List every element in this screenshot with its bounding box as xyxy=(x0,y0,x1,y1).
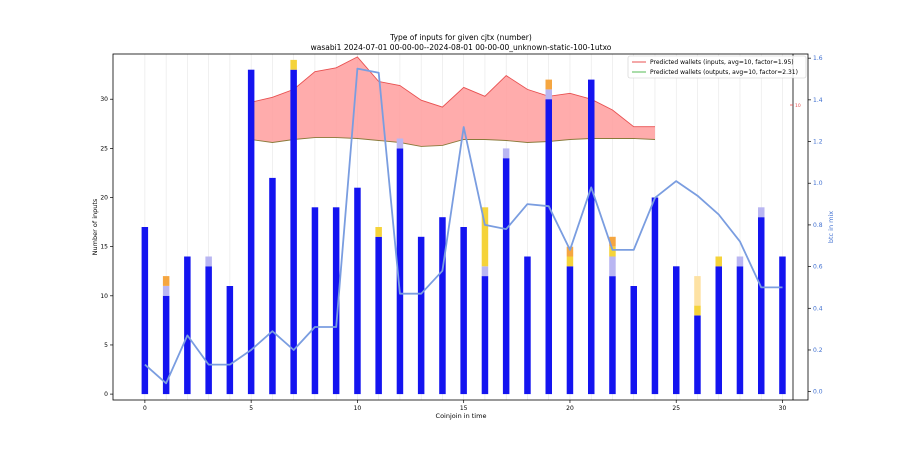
bar-base xyxy=(332,207,340,395)
y2-axis-label: btc in mix xyxy=(827,211,835,243)
y2-tick-label: 1.4 xyxy=(813,97,823,104)
x-tick-label: 0 xyxy=(143,405,147,412)
bar-base xyxy=(460,227,467,395)
bar-layer4 xyxy=(566,246,574,257)
bar-layer2 xyxy=(736,256,744,267)
legend-label-outputs: Predicted wallets (outputs, avg=10, fact… xyxy=(650,69,798,76)
bar-layer3 xyxy=(694,305,701,316)
y2-tick-label: 0.8 xyxy=(813,222,823,229)
plot-frame xyxy=(112,53,809,401)
band-lower-line xyxy=(251,137,656,147)
bar-base xyxy=(375,236,382,395)
chart-title: Type of inputs for given cjtx (number) xyxy=(389,33,532,42)
bar-base xyxy=(694,315,701,395)
x-axis-ticks: 0 5 10 15 20 25 30 xyxy=(143,400,787,412)
bar-base xyxy=(502,158,510,395)
y2-tick-label: 1.6 xyxy=(813,55,823,62)
bar-layer2 xyxy=(758,207,765,218)
bar-base xyxy=(736,266,744,395)
bar-base xyxy=(673,266,680,395)
bars xyxy=(141,59,786,395)
y2-tick-label: 0.0 xyxy=(813,389,823,396)
y-axis-label: Number of inputs xyxy=(91,198,99,255)
y-tick-label: 0 xyxy=(104,391,108,398)
y2-axis-ticks: 0.0 0.2 0.4 0.6 0.8 1.0 1.2 1.4 1.6 xyxy=(808,55,823,396)
y2-tick-label: 1.0 xyxy=(813,180,823,187)
bar-base xyxy=(651,197,659,395)
x-axis-label: Coinjoin in time xyxy=(436,412,487,420)
bar-base xyxy=(566,266,574,395)
bar-base xyxy=(396,148,404,395)
x-tick-label: 10 xyxy=(354,405,362,412)
bar-base xyxy=(481,276,489,395)
bar-layer2 xyxy=(205,256,212,267)
y-tick-label: 15 xyxy=(100,244,108,251)
y-tick-label: 5 xyxy=(104,342,108,349)
chart-subtitle: wasabi1 2024-07-01 00-00-00--2024-08-01 … xyxy=(311,43,612,52)
y-tick-label: 25 xyxy=(100,145,108,152)
bar-base xyxy=(141,227,149,395)
y-axis-ticks: 0 5 10 15 20 25 30 xyxy=(100,96,113,398)
bar-base xyxy=(247,69,255,395)
bar-base xyxy=(545,99,552,395)
legend: Predicted wallets (inputs, avg=10, facto… xyxy=(627,55,807,79)
bar-base xyxy=(226,286,234,395)
bar-base xyxy=(205,266,212,395)
y2-tick-label: 1.2 xyxy=(813,139,823,146)
bar-base xyxy=(269,177,276,395)
bar-layer3 xyxy=(375,227,382,237)
x-tick-label: 20 xyxy=(566,405,574,412)
bar-base xyxy=(311,207,319,395)
bar-layer2 xyxy=(545,89,552,100)
y-tick-label: 20 xyxy=(100,195,108,202)
right-marker-label: 10 xyxy=(795,103,801,109)
bar-layer3 xyxy=(609,246,616,257)
bar-base xyxy=(184,256,191,395)
bar-layer3 xyxy=(566,256,574,267)
x-tick-label: 30 xyxy=(779,405,787,412)
bar-layer2 xyxy=(396,138,404,149)
x-tick-label: 25 xyxy=(672,405,680,412)
bar-layer4 xyxy=(609,236,616,247)
bar-base xyxy=(758,217,765,395)
line-path xyxy=(144,67,783,385)
legend-label-inputs: Predicted wallets (inputs, avg=10, facto… xyxy=(650,59,794,66)
bar-base xyxy=(630,286,637,395)
bar-layer2 xyxy=(502,148,510,159)
y2-tick-label: 0.4 xyxy=(813,305,823,312)
bar-base xyxy=(588,79,595,395)
x-tick-label: 5 xyxy=(249,405,253,412)
bar-base xyxy=(524,256,531,395)
y2-tick-label: 0.2 xyxy=(813,347,823,354)
y2-tick-label: 0.6 xyxy=(813,264,823,271)
bar-layer3 xyxy=(481,207,489,267)
bar-layer2 xyxy=(162,286,170,296)
bar-layer3 xyxy=(715,256,722,267)
y-tick-label: 30 xyxy=(100,96,108,103)
bar-layer2 xyxy=(609,256,616,277)
bar-layer4 xyxy=(162,276,170,286)
bar-layer5 xyxy=(694,276,701,306)
bar-layer4 xyxy=(545,79,552,90)
bar-base xyxy=(354,187,361,395)
btc-in-mix-line xyxy=(144,67,783,385)
bar-base xyxy=(290,69,297,395)
bar-base xyxy=(439,217,446,395)
x-tick-label: 15 xyxy=(460,405,468,412)
bar-layer3 xyxy=(290,59,297,70)
y-tick-label: 10 xyxy=(100,293,108,300)
band-upper-line xyxy=(250,56,655,128)
bar-base xyxy=(609,276,616,395)
bar-base xyxy=(417,236,425,395)
bar-layer2 xyxy=(481,266,489,277)
bar-base xyxy=(715,266,722,395)
bar-base xyxy=(162,295,170,395)
bar-base xyxy=(779,256,786,395)
legend-box xyxy=(627,55,807,79)
